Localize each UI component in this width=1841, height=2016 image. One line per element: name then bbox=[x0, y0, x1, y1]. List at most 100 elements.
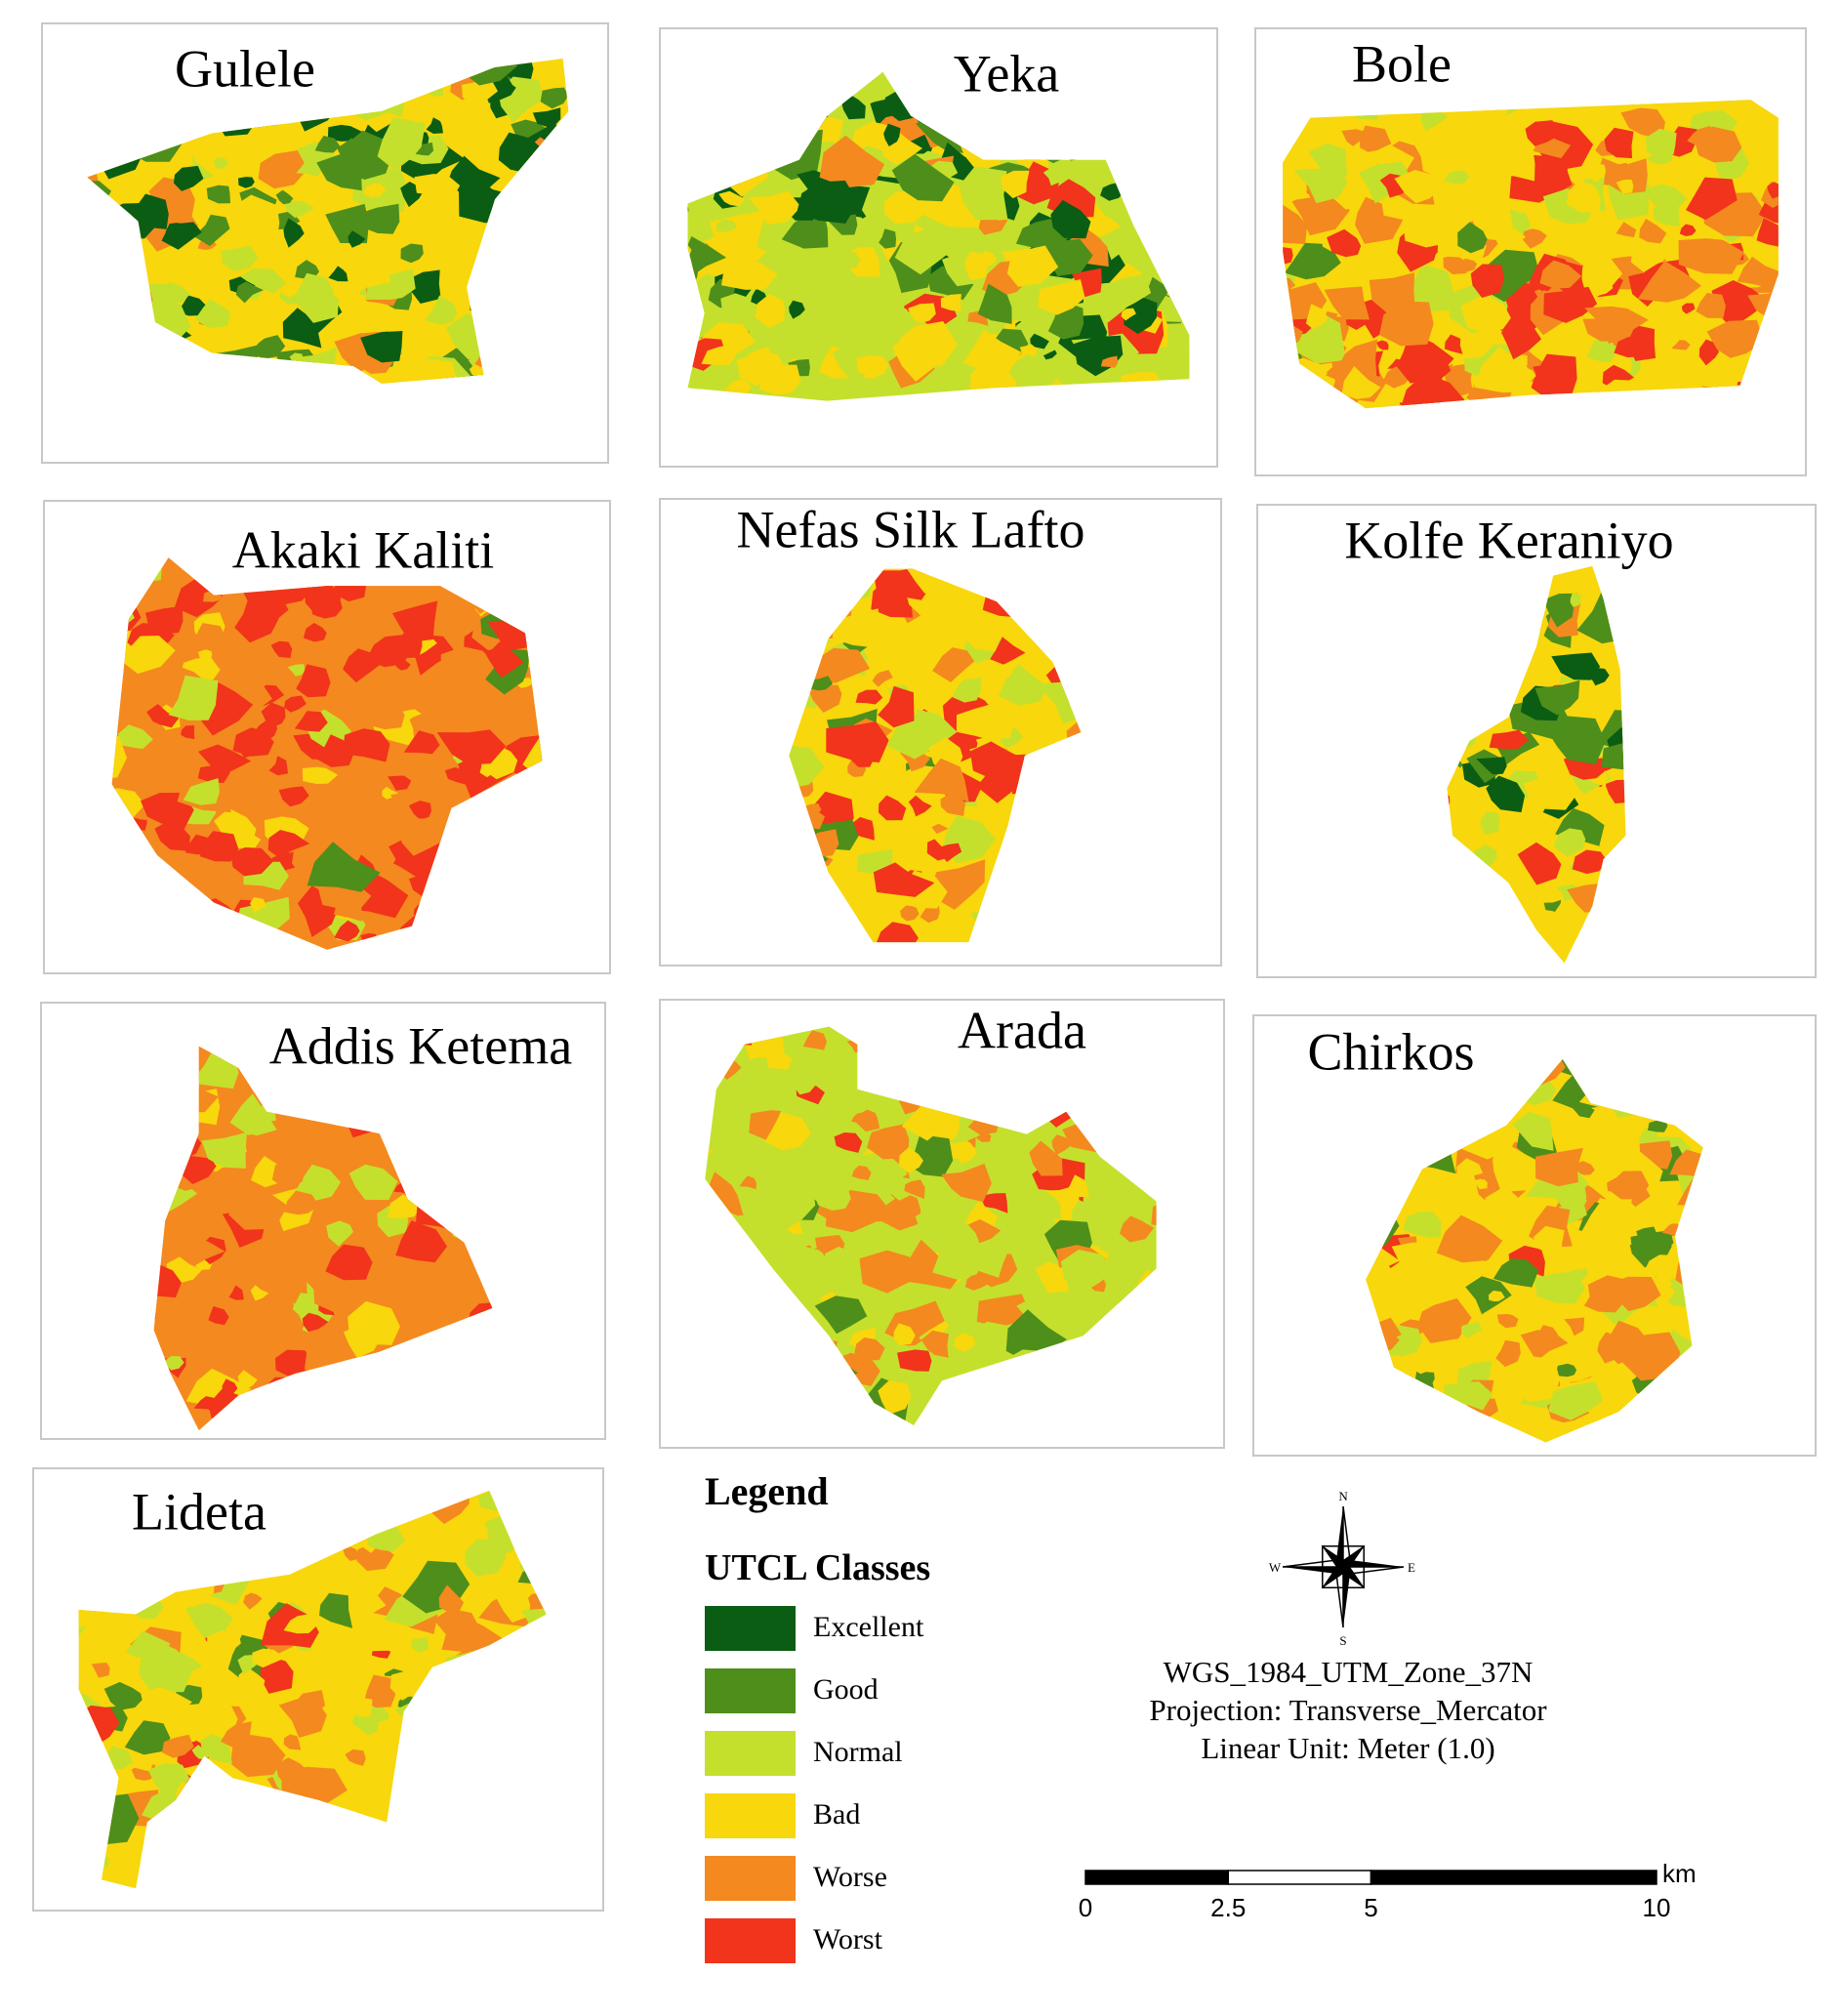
utcl-patch bbox=[283, 218, 305, 248]
utcl-patch bbox=[851, 1165, 872, 1180]
utcl-patch bbox=[389, 324, 445, 365]
utcl-patch bbox=[1630, 244, 1671, 272]
utcl-patch bbox=[855, 71, 897, 103]
utcl-patch bbox=[321, 812, 343, 829]
utcl-patch bbox=[1534, 679, 1580, 716]
utcl-patch bbox=[280, 280, 300, 298]
utcl-patch bbox=[199, 831, 239, 862]
utcl-patch bbox=[977, 283, 1012, 324]
utcl-patch bbox=[1444, 170, 1470, 185]
utcl-patch bbox=[837, 1052, 855, 1069]
compass-label: W bbox=[1269, 1560, 1282, 1575]
utcl-patch bbox=[990, 663, 1013, 680]
utcl-patch bbox=[720, 293, 750, 323]
utcl-patch bbox=[1551, 652, 1601, 680]
utcl-patch bbox=[328, 266, 348, 282]
utcl-patch bbox=[345, 1749, 366, 1766]
utcl-patch bbox=[789, 744, 825, 790]
utcl-patch bbox=[1542, 593, 1577, 628]
utcl-patch bbox=[819, 135, 885, 188]
utcl-patch bbox=[230, 847, 274, 877]
projection-line: Projection: Transverse_Mercator bbox=[1149, 1693, 1547, 1727]
utcl-patch bbox=[348, 1697, 373, 1718]
utcl-patch bbox=[1480, 811, 1500, 836]
utcl-patch bbox=[360, 331, 403, 363]
utcl-patch bbox=[1678, 238, 1744, 274]
utcl-patch bbox=[747, 190, 801, 225]
utcl-patch bbox=[206, 185, 230, 204]
utcl-patch bbox=[295, 260, 319, 279]
utcl-patch bbox=[260, 1656, 294, 1694]
district-name: Kolfe Keraniyo bbox=[1344, 511, 1673, 569]
utcl-patch bbox=[194, 299, 231, 329]
utcl-patch bbox=[283, 200, 315, 219]
utcl-patch bbox=[897, 1349, 932, 1372]
utcl-patch bbox=[1060, 1250, 1116, 1296]
utcl-patch bbox=[797, 180, 859, 224]
utcl-patch bbox=[1005, 1309, 1067, 1364]
utcl-patch bbox=[433, 1608, 480, 1642]
utcl-patch bbox=[1511, 879, 1530, 896]
utcl-patch bbox=[814, 1296, 868, 1335]
utcl-patch bbox=[190, 623, 226, 653]
utcl-patch bbox=[1583, 1280, 1627, 1313]
utcl-patch bbox=[1686, 177, 1738, 221]
utcl-patch bbox=[803, 296, 859, 334]
utcl-patch bbox=[833, 249, 861, 269]
utcl-patch bbox=[462, 78, 498, 105]
utcl-patch bbox=[1326, 362, 1346, 379]
utcl-patch bbox=[1694, 126, 1742, 163]
utcl-patch bbox=[141, 1687, 192, 1723]
legend-label: Excellent bbox=[813, 1611, 924, 1643]
utcl-patch bbox=[438, 1584, 465, 1613]
utcl-patch bbox=[403, 730, 440, 755]
utcl-patch bbox=[1403, 1212, 1442, 1241]
utcl-patch bbox=[1324, 286, 1370, 320]
utcl-patch bbox=[964, 1274, 991, 1291]
utcl-patch bbox=[245, 334, 266, 347]
utcl-patch bbox=[390, 793, 414, 806]
utcl-patch bbox=[189, 1052, 239, 1090]
utcl-patch bbox=[980, 1193, 1008, 1214]
utcl-patch bbox=[1661, 1223, 1681, 1237]
utcl-patch bbox=[878, 685, 915, 728]
utcl-patch bbox=[342, 728, 390, 762]
utcl-patch bbox=[941, 1163, 992, 1203]
utcl-patch bbox=[496, 1584, 531, 1623]
utcl-patch bbox=[807, 1153, 844, 1183]
utcl-patch bbox=[911, 1134, 954, 1177]
utcl-patch bbox=[1533, 1225, 1565, 1255]
utcl-patch bbox=[883, 123, 901, 146]
utcl-patch bbox=[687, 236, 727, 276]
utcl-patch bbox=[836, 863, 854, 876]
utcl-patch bbox=[1476, 757, 1507, 775]
utcl-patch bbox=[964, 251, 989, 280]
utcl-patch bbox=[723, 380, 753, 395]
utcl-patch bbox=[359, 203, 400, 234]
utcl-patch bbox=[348, 230, 366, 248]
utcl-patch bbox=[1495, 1339, 1521, 1368]
utcl-patch bbox=[275, 1349, 313, 1377]
utcl-patch bbox=[964, 1201, 998, 1228]
utcl-patch bbox=[178, 1178, 194, 1191]
utcl-patch bbox=[1539, 260, 1582, 289]
utcl-patch bbox=[197, 764, 231, 783]
utcl-patch bbox=[1584, 306, 1649, 345]
utcl-patch bbox=[1091, 293, 1118, 322]
compass-label: E bbox=[1408, 1560, 1415, 1575]
utcl-patch bbox=[1394, 170, 1441, 204]
utcl-patch bbox=[91, 1663, 110, 1678]
utcl-patch bbox=[278, 239, 340, 280]
utcl-patch bbox=[900, 905, 920, 922]
legend-swatch bbox=[705, 1606, 796, 1651]
utcl-patch bbox=[395, 1220, 447, 1263]
utcl-patch bbox=[1587, 278, 1614, 296]
utcl-patch bbox=[826, 721, 889, 762]
utcl-patch bbox=[161, 222, 202, 250]
utcl-patch bbox=[721, 257, 778, 290]
district-name: Bole bbox=[1352, 34, 1452, 93]
utcl-patch bbox=[955, 612, 1002, 652]
utcl-patch bbox=[250, 289, 288, 318]
utcl-patch bbox=[440, 646, 497, 681]
utcl-patch bbox=[1547, 716, 1606, 765]
